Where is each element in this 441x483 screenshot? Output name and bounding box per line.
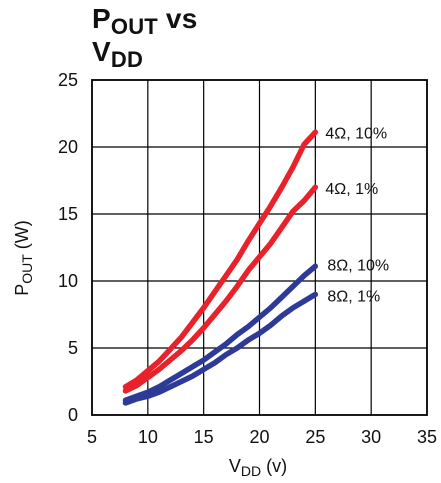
x-axis-label: VDD (v) bbox=[229, 456, 287, 478]
y-tick-label-0: 0 bbox=[68, 405, 78, 425]
series-line-1 bbox=[122, 129, 319, 390]
series-line-4 bbox=[122, 291, 319, 406]
y-axis-label-sub: OUT bbox=[19, 254, 35, 284]
y-tick-label-15: 15 bbox=[58, 204, 78, 224]
y-tick-label-20: 20 bbox=[58, 137, 78, 157]
y-tick-label-10: 10 bbox=[58, 271, 78, 291]
y-axis-label-main: P bbox=[12, 284, 32, 296]
series-line-3 bbox=[122, 263, 319, 404]
x-tick-label-10: 10 bbox=[138, 427, 158, 447]
y-axis-label: POUT (W) bbox=[12, 220, 35, 296]
series-label-2: 4Ω, 1% bbox=[325, 181, 378, 198]
y-axis-label-unit: (W) bbox=[12, 220, 32, 254]
title-line1-sub: OUT bbox=[111, 14, 158, 39]
y-tick-label-5: 5 bbox=[68, 338, 78, 358]
series-label-3: 8Ω, 10% bbox=[327, 257, 389, 274]
x-axis-label-unit: (v) bbox=[261, 456, 287, 476]
plot-frame bbox=[91, 79, 428, 416]
x-tick-label-5: 5 bbox=[87, 427, 97, 447]
series-label-4: 8Ω, 1% bbox=[327, 288, 380, 305]
y-tick-label-25: 25 bbox=[58, 70, 78, 90]
series-group: 4Ω, 10% 4Ω, 1% 8Ω, 10% 8Ω, 1% bbox=[122, 125, 389, 406]
title-line2-sub: DD bbox=[111, 47, 143, 72]
x-tick-label-15: 15 bbox=[194, 427, 214, 447]
title-line1-tail: vs bbox=[158, 3, 198, 34]
x-axis-label-main: V bbox=[229, 456, 241, 476]
chart-title-line-1: POUT vs bbox=[92, 3, 197, 39]
chart-title-line-2: VDD bbox=[92, 36, 143, 72]
x-tick-label-20: 20 bbox=[249, 427, 269, 447]
x-tick-label-30: 30 bbox=[361, 427, 381, 447]
x-axis-label-sub: DD bbox=[241, 463, 261, 478]
title-line2-main: V bbox=[92, 36, 111, 67]
x-tick-label-35: 35 bbox=[417, 427, 437, 447]
series-line-2 bbox=[122, 184, 319, 394]
title-line1-main: P bbox=[92, 3, 111, 34]
x-tick-label-25: 25 bbox=[305, 427, 325, 447]
series-label-1: 4Ω, 10% bbox=[325, 125, 387, 142]
